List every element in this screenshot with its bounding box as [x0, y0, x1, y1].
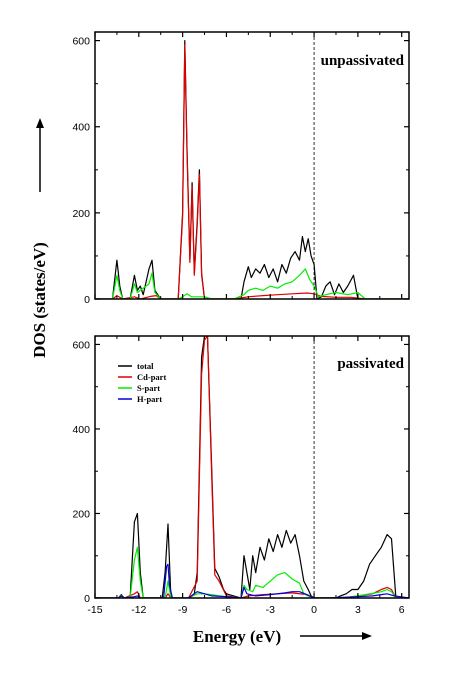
x-tick-label: 3	[355, 604, 361, 616]
y-axis-title: DOS (states/eV)	[30, 242, 49, 358]
series-line-s-part	[95, 546, 409, 598]
plot-frame	[94, 31, 410, 300]
x-axis-arrow-head	[362, 632, 372, 640]
y-tick-label: 0	[84, 294, 90, 306]
x-tick-label: 0	[311, 604, 317, 616]
series-line-total	[95, 39, 409, 299]
y-tick-label: 400	[72, 424, 90, 436]
x-axis-title-group: Energy (eV)	[193, 627, 372, 646]
series-line-s-part	[95, 268, 409, 299]
series-group	[95, 39, 409, 299]
series-line-cd-part	[95, 44, 409, 299]
x-tick-label: -15	[87, 604, 102, 616]
y-axis-arrow-head	[36, 118, 44, 128]
x-axis-title: Energy (eV)	[193, 627, 281, 646]
y-tick-label: 600	[72, 36, 90, 48]
legend-label: S-part	[137, 383, 160, 393]
legend-label: total	[137, 361, 154, 371]
series-line-total	[95, 336, 409, 598]
y-tick-label: 400	[72, 122, 90, 134]
y-tick-label: 0	[84, 593, 90, 605]
panel-label-unpassivated: unpassivated	[321, 53, 405, 69]
y-tick-label: 200	[72, 208, 90, 220]
bottom-panel: passivated 0 200 400 600 -15 -12 -9 -6 -3 0 3 6	[72, 335, 410, 616]
y-tick-label: 200	[72, 508, 90, 520]
panel-label-passivated: passivated	[337, 356, 404, 372]
y-tick-label: 600	[72, 339, 90, 351]
top-panel: unpassivated 0 200 400 600	[72, 31, 410, 306]
legend-label: Cd-part	[137, 372, 166, 382]
legend-label: H-part	[137, 394, 162, 404]
x-tick-label: -9	[178, 604, 187, 616]
x-tick-label: -12	[131, 604, 146, 616]
x-tick-label: -3	[266, 604, 275, 616]
x-tick-label: 6	[399, 604, 405, 616]
x-tick-label: -6	[222, 604, 231, 616]
plot-frame	[94, 335, 410, 599]
y-axis-title-group: DOS (states/eV)	[30, 118, 49, 358]
